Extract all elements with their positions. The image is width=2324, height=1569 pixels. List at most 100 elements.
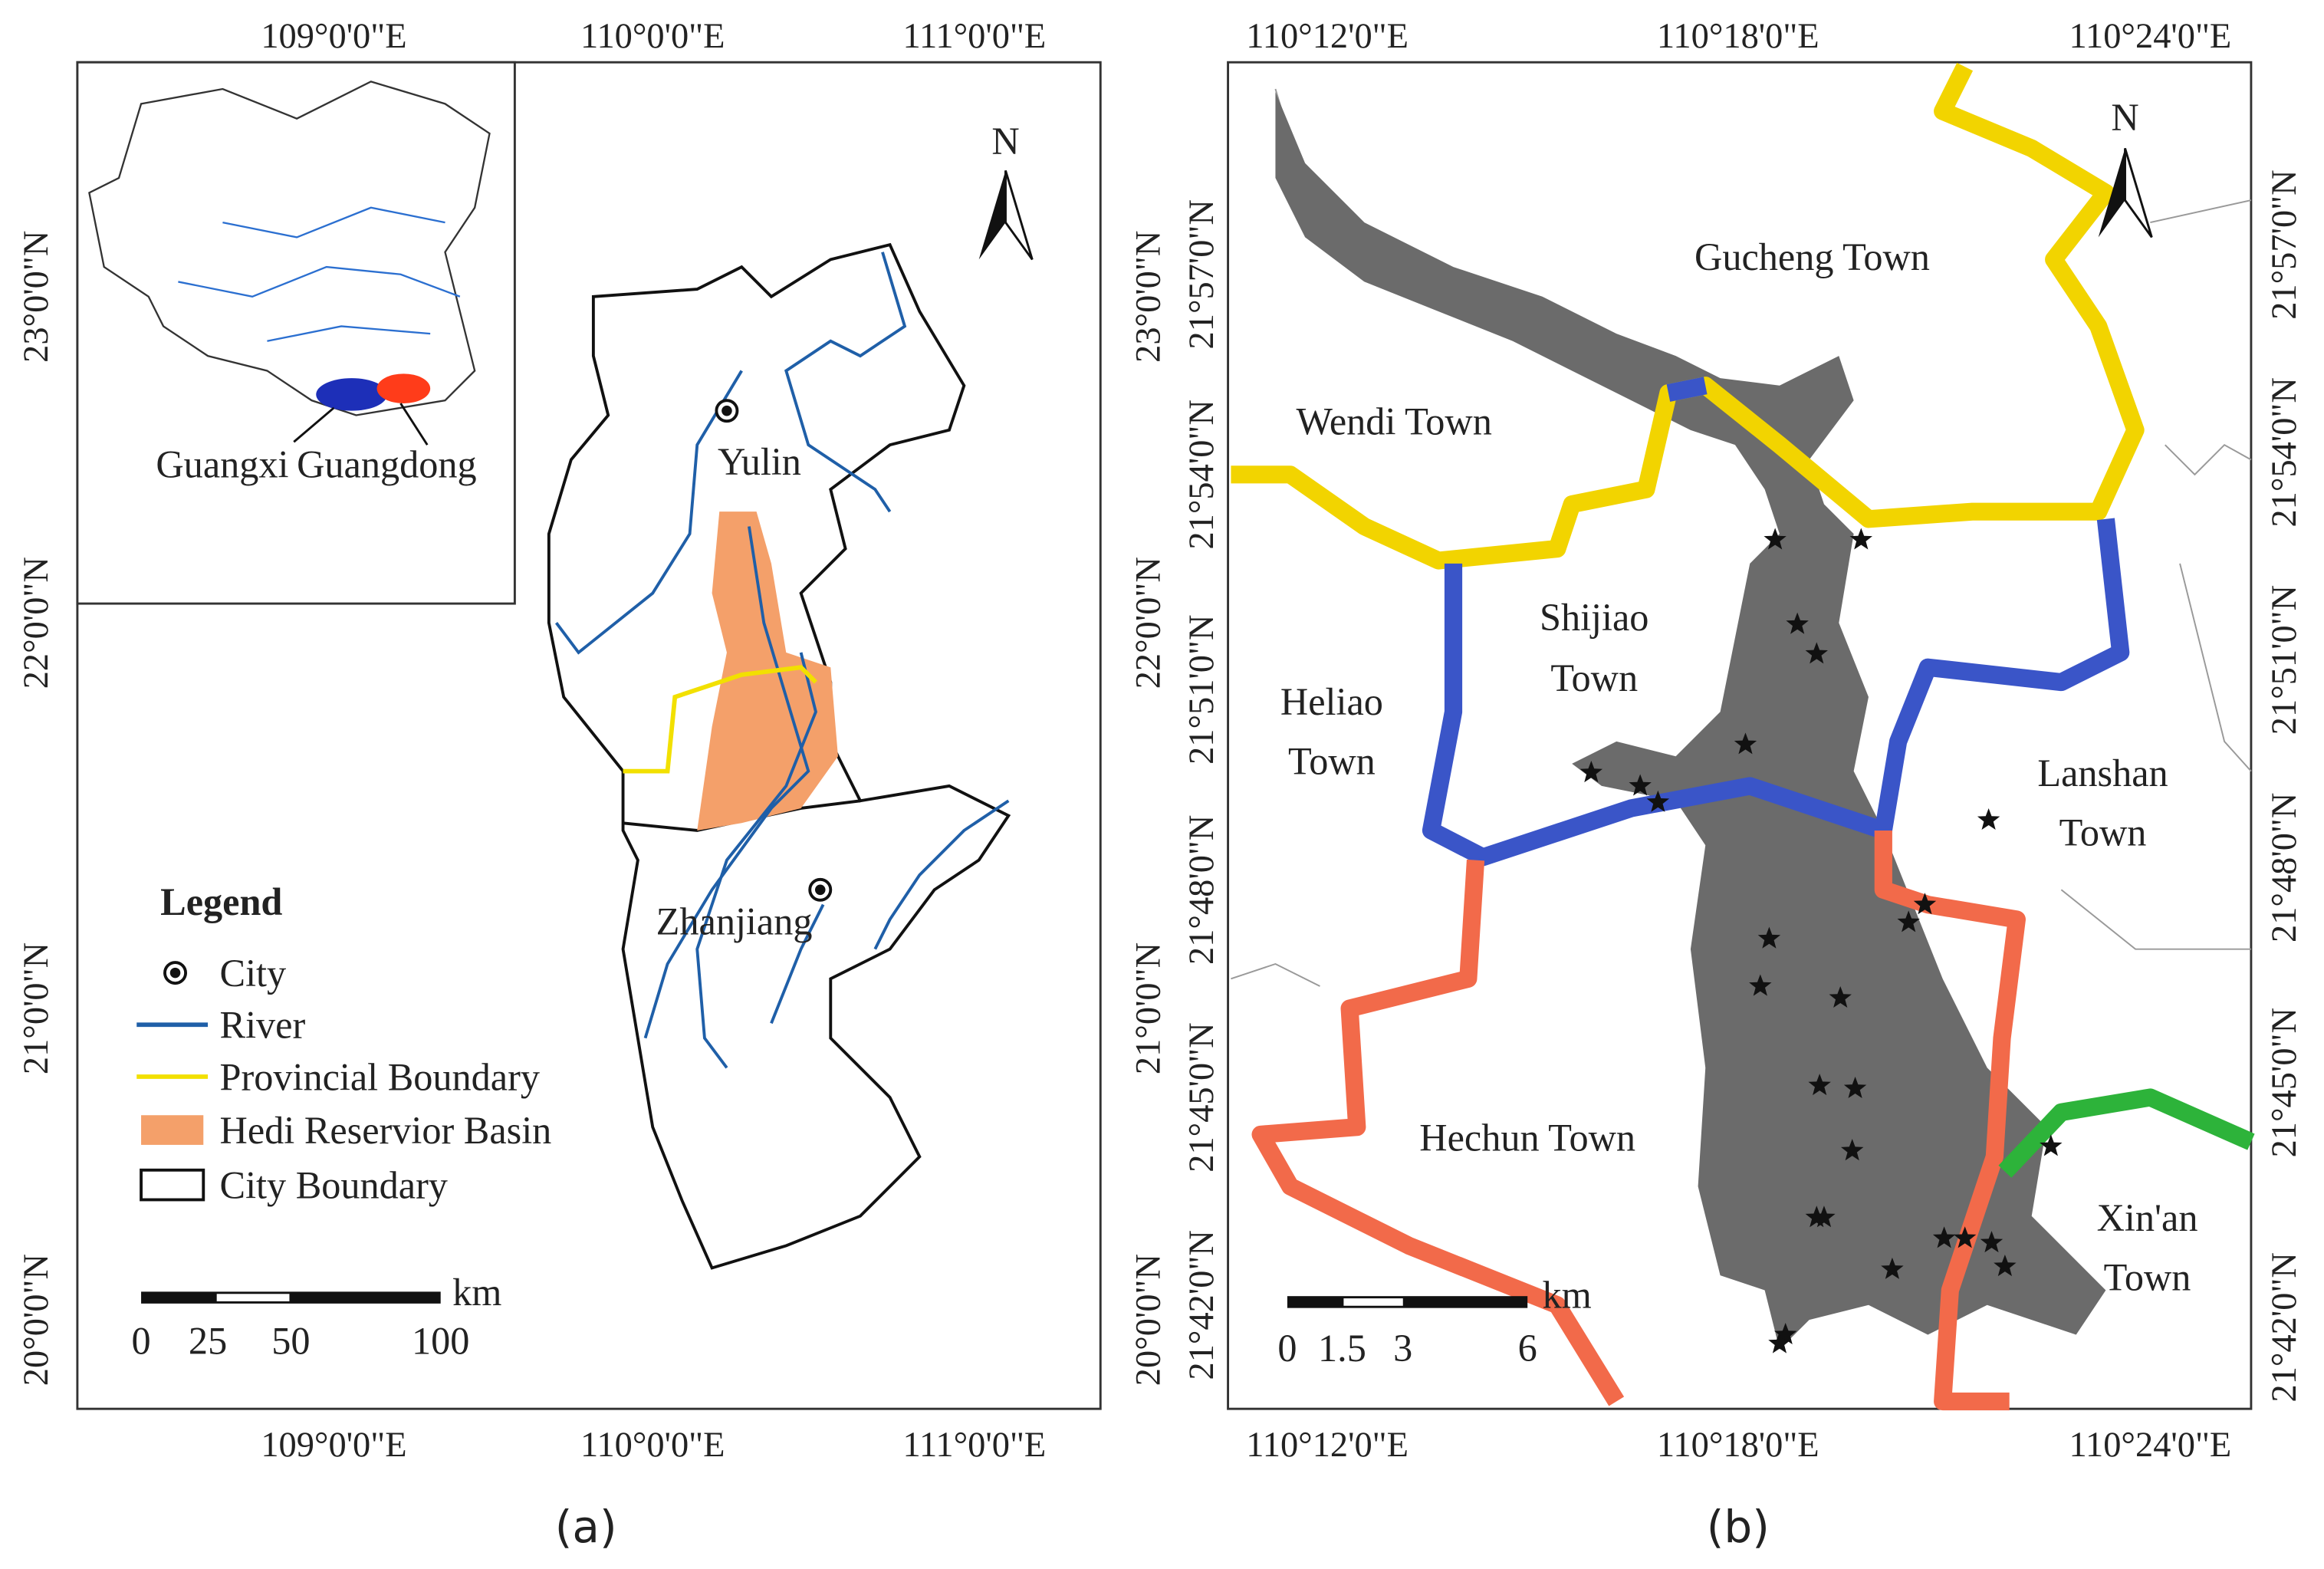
- legend-symbol: [140, 1168, 205, 1202]
- lon-label: 110°18'0"E: [1657, 1426, 1819, 1465]
- scale-unit: km: [1543, 1274, 1592, 1317]
- star: [1805, 642, 1828, 664]
- guangxi-region: [316, 378, 388, 411]
- town-label: Shijiao: [1540, 596, 1648, 639]
- stars: [1579, 528, 2063, 1354]
- inset-frame: [76, 61, 516, 605]
- inset-label: Guangxi: [156, 443, 288, 486]
- star: [1813, 1206, 1836, 1228]
- town-label: Town: [1550, 656, 1638, 699]
- star: [1646, 790, 1670, 812]
- lon-label: 110°18'0"E: [1657, 17, 1819, 56]
- town-label: Gucheng Town: [1695, 235, 1930, 278]
- lat-label: 20°0'0"N: [17, 1254, 56, 1386]
- star: [1980, 1231, 2004, 1253]
- town-label: Town: [2059, 811, 2147, 854]
- star: [1994, 1255, 2017, 1277]
- legend-label: City: [220, 952, 287, 995]
- town-label: Lanshan: [2037, 752, 2168, 794]
- lon-label: 110°0'0"E: [580, 17, 725, 56]
- lat-label: 21°0'0"N: [17, 942, 56, 1074]
- star: [1829, 986, 1852, 1008]
- legend-label: Hedi Reservior Basin: [220, 1109, 552, 1152]
- town-label: Town: [1288, 739, 1376, 782]
- blue-boundary: [1422, 377, 2130, 867]
- admin-lines: [1231, 88, 2252, 987]
- legend-symbol: [163, 961, 188, 985]
- town-label: Town: [2104, 1255, 2191, 1298]
- star: [1786, 612, 1809, 634]
- lon-label: 110°12'0"E: [1246, 17, 1409, 56]
- orange-boundary: [1251, 830, 2026, 1411]
- star: [1749, 974, 1772, 996]
- star: [1897, 910, 1920, 933]
- star: [1734, 732, 1757, 755]
- scale-bar: [1287, 1296, 1528, 1308]
- town-label: Wendi Town: [1296, 400, 1491, 443]
- star: [1977, 808, 2000, 830]
- north-label: N: [991, 120, 1019, 163]
- star: [1932, 1226, 1956, 1248]
- star: [1579, 761, 1603, 783]
- scale-label: 0: [131, 1320, 150, 1363]
- scale-unit: km: [452, 1271, 501, 1314]
- star: [1849, 528, 1873, 550]
- scale-bar: [141, 1291, 441, 1304]
- lat-label: 21°42'0"N: [1182, 1230, 1221, 1380]
- inset-arrows: [293, 403, 429, 446]
- lat-label: 23°0'0"N: [1129, 231, 1169, 363]
- lat-label: 21°54'0"N: [2265, 377, 2304, 527]
- city-marker: [715, 399, 739, 423]
- lat-label: 21°51'0"N: [2265, 585, 2304, 735]
- star: [1841, 1139, 1864, 1161]
- scale-label: 100: [412, 1320, 469, 1363]
- yellow-boundary: [1231, 62, 2145, 570]
- lat-label: 22°0'0"N: [1129, 557, 1169, 689]
- lat-label: 22°0'0"N: [17, 557, 56, 689]
- scale-label: 0: [1277, 1327, 1297, 1370]
- lat-label: 20°0'0"N: [1129, 1254, 1169, 1386]
- inset-rivers: [178, 206, 461, 342]
- star: [1757, 926, 1781, 949]
- lat-label: 23°0'0"N: [17, 231, 56, 363]
- scale-label: 1.5: [1318, 1327, 1366, 1370]
- city-boundary: [547, 242, 1011, 1270]
- lon-label: 110°12'0"E: [1246, 1426, 1409, 1465]
- provincial-boundary: [623, 665, 818, 774]
- lat-label: 21°42'0"N: [2265, 1252, 2304, 1402]
- town-label: Hechun Town: [1419, 1117, 1635, 1159]
- scale-label: 6: [1518, 1327, 1537, 1370]
- lat-label: 21°48'0"N: [2265, 793, 2304, 942]
- inset-label: Guangdong: [297, 443, 477, 486]
- lon-label: 110°24'0"E: [2069, 1426, 2232, 1465]
- panel-b: N Gucheng Town Wendi Town Shijiao Town H…: [1227, 61, 2255, 1553]
- legend-label: Provincial Boundary: [220, 1055, 540, 1098]
- rivers: [554, 252, 1010, 1069]
- green-boundary: [1998, 1088, 2255, 1178]
- star: [1764, 528, 1787, 550]
- town-label: Heliao: [1280, 680, 1383, 723]
- lon-label: 109°0'0"E: [261, 1426, 406, 1465]
- reservoir: [1275, 91, 2106, 1350]
- scale-label: 25: [189, 1320, 227, 1363]
- lon-label: 111°0'0"E: [902, 17, 1046, 56]
- city-label: Zhanjiang: [656, 900, 813, 942]
- lat-label: 21°0'0"N: [1129, 942, 1169, 1074]
- legend-title: Legend: [160, 880, 282, 923]
- star: [1768, 1331, 1791, 1354]
- north-label: N: [2111, 96, 2138, 139]
- star: [2040, 1134, 2063, 1156]
- lon-label: 111°0'0"E: [902, 1426, 1046, 1465]
- star: [1843, 1076, 1867, 1099]
- coordinate-labels: 109°0'0"E 109°0'0"E 110°0'0"E 110°0'0"E 111°…: [17, 17, 2304, 1465]
- lat-label: 21°57'0"N: [2265, 169, 2304, 319]
- panel-a: Yulin Zhanjiang N Guangxi Guangdong Lege…: [76, 61, 1102, 1553]
- legend-label: City Boundary: [220, 1164, 448, 1207]
- city-label: Yulin: [718, 440, 801, 483]
- star: [1913, 893, 1937, 915]
- scale-label: 3: [1393, 1327, 1412, 1370]
- city-marker: [808, 877, 833, 902]
- lat-label: 21°45'0"N: [2265, 1008, 2304, 1157]
- scale-label: 50: [271, 1320, 310, 1363]
- lat-label: 21°45'0"N: [1182, 1022, 1221, 1172]
